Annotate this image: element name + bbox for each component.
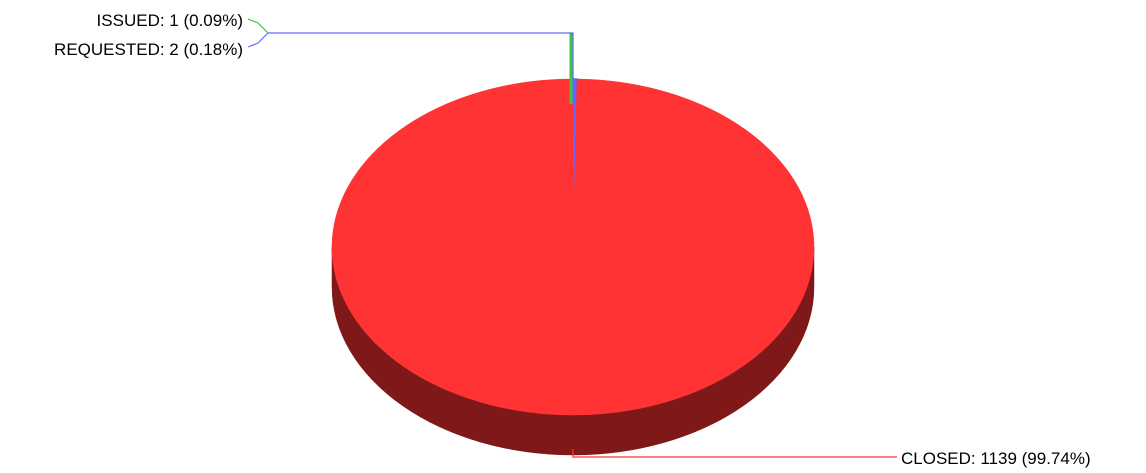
pie-slice-closed	[331, 78, 815, 416]
leader-line-requested-branch	[247, 32, 269, 48]
pie-top-face	[331, 78, 815, 416]
slice-label-issued: ISSUED: 1 (0.09%)	[97, 11, 243, 30]
leader-line-requested	[268, 32, 574, 104]
leader-line-closed	[572, 449, 897, 458]
slice-label-requested: REQUESTED: 2 (0.18%)	[54, 40, 243, 59]
leader-line-issued-branch	[247, 18, 269, 34]
leader-lines	[247, 18, 897, 458]
slice-label-closed: CLOSED: 1139 (99.74%)	[901, 449, 1091, 468]
